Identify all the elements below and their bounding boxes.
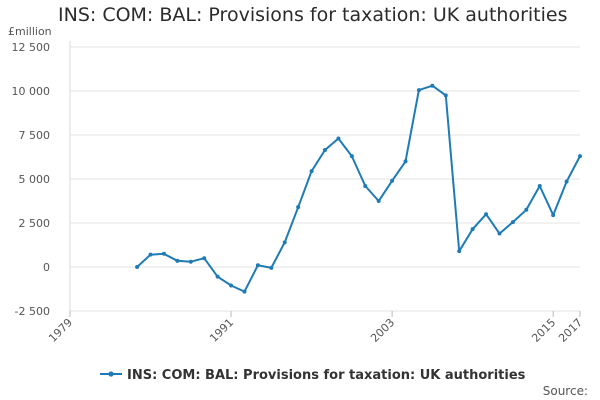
data-point	[296, 205, 301, 210]
data-point	[242, 289, 247, 294]
data-point	[363, 184, 368, 189]
y-tick-label: 5 000	[19, 173, 51, 186]
axes: -2 500 0 2 500 5 000 7 500 10 000 12 500 1979 19…	[12, 41, 585, 345]
x-tick-label: 1991	[207, 316, 236, 345]
data-point	[282, 240, 287, 245]
data-point	[309, 169, 314, 174]
data-point	[255, 263, 260, 268]
data-point	[497, 231, 502, 236]
data-point	[161, 251, 166, 256]
y-tick-label: -2 500	[15, 305, 50, 318]
data-point	[578, 154, 582, 159]
data-point	[484, 212, 489, 217]
legend: INS: COM: BAL: Provisions for taxation: …	[100, 368, 526, 383]
data-point	[470, 227, 475, 232]
data-point	[215, 274, 220, 279]
x-tick-label: 2015	[529, 316, 558, 345]
data-point	[229, 283, 234, 288]
legend-point-marker	[108, 371, 114, 377]
data-point	[537, 184, 542, 189]
y-axis-unit-label: £million	[8, 25, 52, 38]
y-tick-label: 10 000	[12, 85, 51, 98]
x-tick-label: 2003	[368, 316, 397, 345]
source-label: Source:	[543, 384, 588, 398]
data-point	[349, 154, 354, 159]
data-point	[323, 147, 327, 152]
legend-label: INS: COM: BAL: Provisions for taxation: …	[127, 368, 526, 383]
data-point	[416, 88, 421, 93]
data-point	[175, 258, 180, 263]
data-point	[188, 259, 193, 264]
data-point	[510, 220, 515, 225]
data-point	[390, 178, 395, 183]
x-tick-label: 1979	[46, 316, 75, 345]
series-layer	[135, 83, 582, 294]
data-point	[376, 199, 381, 203]
data-point	[457, 249, 462, 254]
data-point	[551, 213, 556, 218]
series-line	[136, 84, 581, 293]
y-tick-label: 0	[43, 261, 50, 274]
y-tick-label: 2 500	[19, 217, 51, 230]
data-point	[403, 159, 408, 164]
data-point	[430, 83, 435, 88]
data-point	[564, 179, 569, 184]
data-point	[148, 252, 153, 257]
x-tick-label: 2017	[556, 316, 585, 345]
data-point	[336, 136, 341, 141]
data-point	[269, 265, 274, 270]
y-tick-label: 7 500	[19, 129, 51, 142]
chart-title: INS: COM: BAL: Provisions for taxation: …	[58, 4, 568, 26]
y-tick-label: 12 500	[12, 41, 51, 54]
data-point	[202, 256, 207, 261]
gridlines	[70, 46, 580, 312]
data-point	[443, 93, 448, 98]
data-point	[524, 207, 529, 212]
data-point	[135, 265, 140, 269]
